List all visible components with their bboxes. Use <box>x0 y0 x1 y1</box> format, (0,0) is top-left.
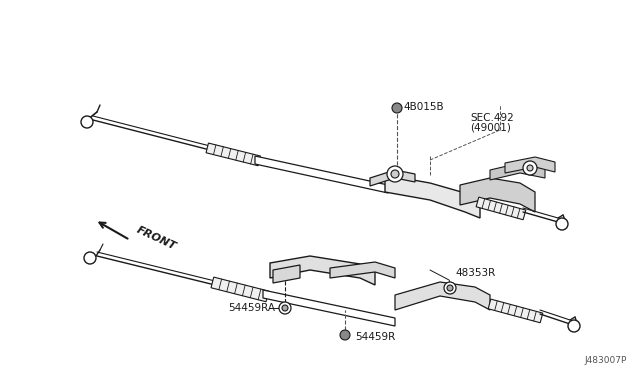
Text: 4B015B: 4B015B <box>403 102 444 112</box>
Circle shape <box>387 166 403 182</box>
Polygon shape <box>273 265 300 283</box>
Circle shape <box>444 282 456 294</box>
Circle shape <box>392 103 402 113</box>
Circle shape <box>282 305 288 311</box>
Circle shape <box>527 165 533 171</box>
Circle shape <box>391 170 399 178</box>
Circle shape <box>279 302 291 314</box>
Polygon shape <box>476 197 526 220</box>
Polygon shape <box>370 170 415 186</box>
Polygon shape <box>488 299 543 323</box>
Text: (49001): (49001) <box>470 123 511 133</box>
Polygon shape <box>255 156 388 193</box>
Polygon shape <box>263 290 395 326</box>
Polygon shape <box>395 282 490 310</box>
Text: J483007P: J483007P <box>584 356 627 365</box>
Circle shape <box>81 116 93 128</box>
Circle shape <box>568 320 580 332</box>
Polygon shape <box>460 178 535 212</box>
Polygon shape <box>270 256 375 285</box>
Text: 54459R: 54459R <box>355 332 396 342</box>
Text: SEC.492: SEC.492 <box>470 113 514 123</box>
Polygon shape <box>330 262 395 278</box>
Polygon shape <box>211 277 269 302</box>
Polygon shape <box>385 175 480 218</box>
Polygon shape <box>505 157 555 173</box>
Circle shape <box>523 161 537 175</box>
Text: FRONT: FRONT <box>135 224 178 251</box>
Circle shape <box>84 252 96 264</box>
Text: 48353R: 48353R <box>455 268 495 278</box>
Circle shape <box>447 285 453 291</box>
Text: 54459RA: 54459RA <box>228 303 275 313</box>
Circle shape <box>556 218 568 230</box>
Polygon shape <box>206 143 260 166</box>
Circle shape <box>340 330 350 340</box>
Polygon shape <box>490 163 545 180</box>
